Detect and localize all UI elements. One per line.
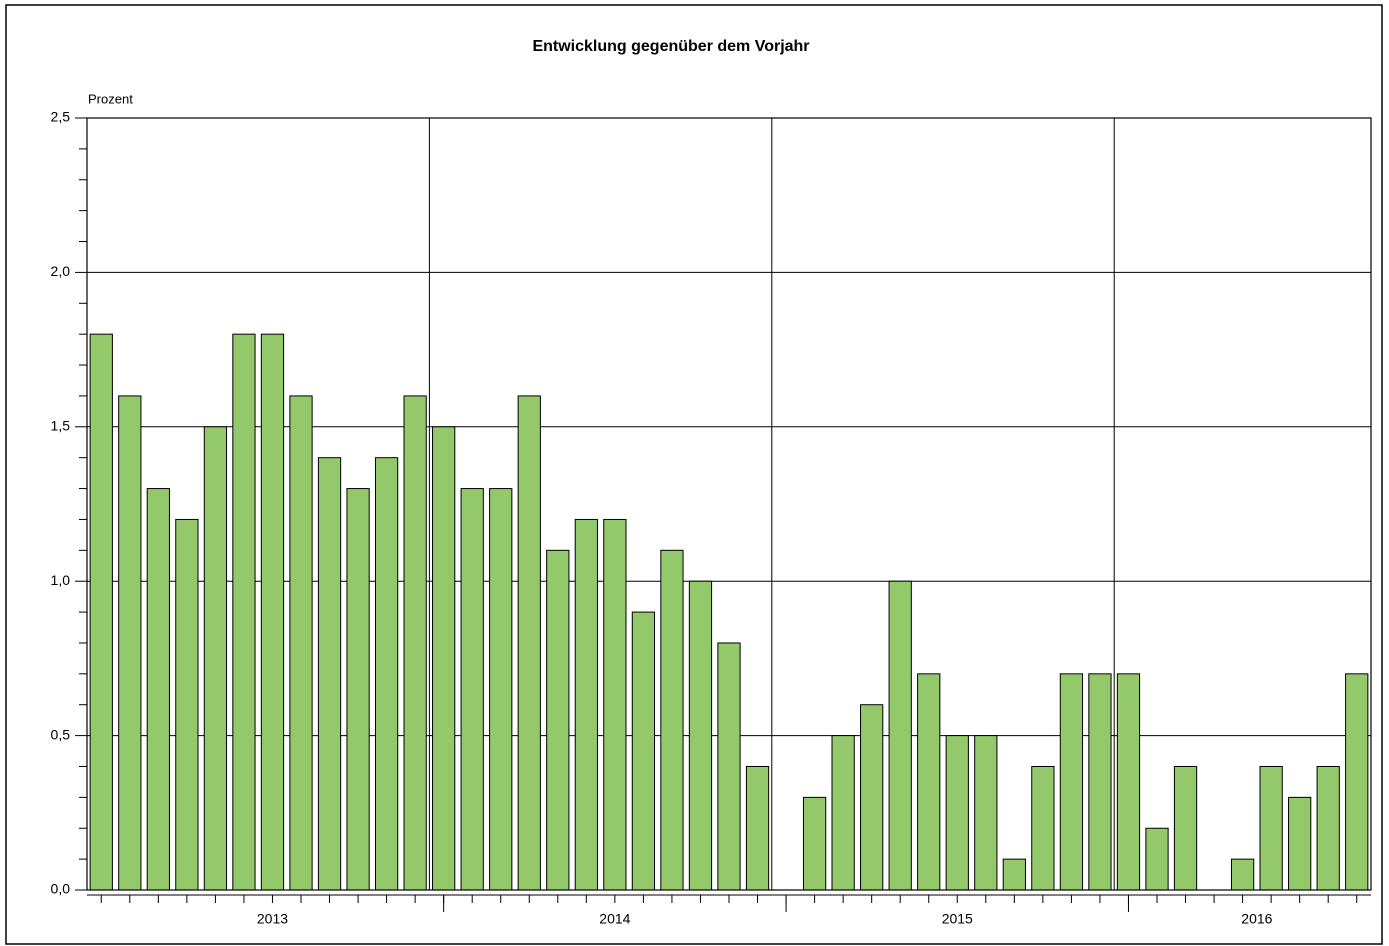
bar — [1316, 765, 1340, 891]
bar — [1173, 765, 1198, 891]
bar — [745, 765, 770, 891]
bar — [89, 333, 113, 891]
bar — [374, 457, 399, 891]
x-group-label: 2014 — [599, 911, 630, 927]
bar — [945, 735, 969, 891]
bar — [260, 333, 285, 891]
y-tick-label: 1,0 — [51, 572, 71, 588]
bar — [888, 580, 912, 891]
x-group-label: 2013 — [257, 911, 288, 927]
bar — [118, 395, 142, 891]
y-tick-label: 2,0 — [51, 263, 71, 279]
y-tick-label: 0,0 — [51, 881, 71, 897]
bar — [289, 395, 313, 891]
bar — [1116, 673, 1141, 891]
bar — [460, 488, 484, 891]
bar — [1288, 796, 1312, 891]
y-tick-label: 2,5 — [51, 109, 71, 125]
x-group-label: 2015 — [942, 911, 973, 927]
bar — [175, 518, 199, 891]
frame — [5, 4, 1383, 945]
bar — [1088, 673, 1112, 891]
bar — [917, 673, 941, 891]
bar — [517, 395, 541, 891]
plot-border — [86, 117, 1372, 891]
bar — [1059, 673, 1084, 891]
bar — [831, 735, 855, 891]
chart-title: Entwicklung gegenüber dem Vorjahr — [532, 38, 809, 55]
bar — [688, 580, 713, 891]
bar — [1145, 827, 1169, 891]
bar — [346, 488, 370, 891]
bar — [1259, 765, 1283, 891]
bar — [546, 549, 570, 891]
bar — [660, 549, 684, 891]
y-tick-label: 1,5 — [51, 418, 71, 434]
bar — [1230, 858, 1255, 891]
bar — [146, 488, 170, 891]
bar — [802, 796, 827, 891]
x-group-label: 2016 — [1241, 911, 1272, 927]
bar — [631, 611, 656, 891]
bar — [317, 457, 342, 891]
bar — [232, 333, 256, 891]
bar — [603, 518, 627, 891]
bar — [974, 735, 998, 891]
y-tick-label: 0,5 — [51, 726, 71, 742]
bar — [489, 488, 513, 891]
bar — [1345, 673, 1369, 891]
bar — [1002, 858, 1026, 891]
bar — [717, 642, 741, 891]
bar — [403, 395, 427, 891]
bar — [574, 518, 598, 891]
bar — [203, 426, 228, 891]
bar — [432, 426, 456, 891]
bar — [1031, 765, 1055, 891]
y-axis-label: Prozent — [88, 91, 133, 106]
bar — [860, 704, 884, 891]
